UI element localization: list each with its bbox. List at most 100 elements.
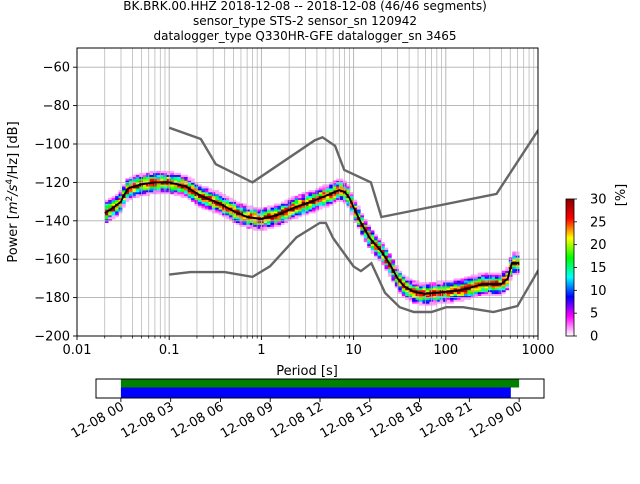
heatmap-cell: [215, 203, 220, 206]
heatmap-cell: [325, 199, 330, 202]
heatmap-cell: [132, 193, 137, 197]
heatmap-cell: [132, 174, 137, 177]
heatmap-cell: [405, 288, 409, 291]
heatmap-cell: [280, 201, 285, 204]
heatmap-cell: [477, 291, 482, 295]
heatmap-cell: [384, 261, 389, 264]
heatmap-cell: [349, 199, 354, 202]
heatmap-cell: [198, 203, 202, 206]
heatmap-cell: [325, 186, 330, 189]
heatmap-cell: [115, 211, 119, 214]
heatmap-cell: [115, 195, 119, 199]
heatmap-cell: [242, 213, 247, 216]
heatmap-cell: [177, 182, 182, 185]
heatmap-cell: [363, 224, 368, 227]
heatmap-cell: [512, 264, 517, 268]
heatmap-cell: [298, 215, 302, 218]
heatmap-cell: [218, 195, 223, 199]
heatmap-cell: [135, 176, 140, 179]
heatmap-cell: [301, 192, 306, 195]
heatmap-cell: [498, 276, 503, 279]
heatmap-cell: [381, 245, 385, 248]
heatmap-cell: [149, 172, 154, 176]
heatmap-cell: [122, 186, 126, 189]
colorbar-tick-label: 20: [590, 238, 607, 253]
heatmap-cell: [194, 188, 199, 191]
heatmap-cell: [177, 176, 182, 179]
heatmap-cell: [160, 178, 164, 181]
heatmap-cell: [422, 297, 427, 300]
heatmap-cell: [118, 192, 123, 195]
heatmap-cell: [311, 197, 316, 200]
heatmap-cell: [387, 253, 392, 256]
heatmap-cell: [356, 222, 361, 225]
heatmap-cell: [508, 261, 513, 264]
heatmap-cell: [187, 178, 192, 181]
heatmap-cell: [280, 205, 285, 208]
heatmap-cell: [484, 280, 489, 283]
heatmap-cell: [270, 222, 275, 225]
heatmap-cell: [308, 197, 313, 200]
heatmap-cell: [235, 213, 240, 216]
colorbar-tick-label: 25: [590, 215, 607, 230]
heatmap-cell: [381, 247, 385, 250]
heatmap-cell: [394, 264, 399, 268]
heatmap-cell: [263, 209, 268, 212]
heatmap-cell: [484, 278, 489, 281]
heatmap-cell: [491, 288, 496, 291]
heatmap-cell: [495, 280, 499, 283]
heatmap-cell: [360, 232, 365, 235]
heatmap-cell: [443, 301, 447, 304]
heatmap-cell: [460, 280, 465, 283]
heatmap-cell: [301, 199, 306, 202]
heatmap-cell: [412, 297, 416, 300]
heatmap-cell: [249, 209, 254, 212]
heatmap-cell: [111, 201, 116, 204]
heatmap-cell: [422, 293, 427, 296]
heatmap-cell: [156, 188, 161, 191]
heatmap-cell: [305, 211, 309, 214]
heatmap-cell: [474, 276, 479, 279]
heatmap-cell: [329, 201, 333, 204]
heatmap-cell: [149, 176, 154, 179]
heatmap-cell: [374, 245, 378, 248]
heatmap-cell: [235, 220, 240, 224]
heatmap-cell: [481, 286, 485, 289]
heatmap-cell: [294, 207, 299, 210]
heatmap-cell: [329, 197, 333, 200]
heatmap-cell: [443, 293, 447, 296]
colorbar-label: [%]: [614, 184, 629, 207]
heatmap-cell: [180, 192, 185, 195]
heatmap-cell: [235, 207, 240, 210]
heatmap-cell: [160, 186, 164, 189]
heatmap-cell: [436, 284, 441, 287]
heatmap-cell: [501, 278, 506, 281]
heatmap-cell: [201, 207, 206, 210]
heatmap-cell: [273, 203, 278, 206]
heatmap-cell: [512, 259, 517, 262]
heatmap-cell: [215, 199, 220, 202]
heatmap-cell: [391, 280, 396, 283]
heatmap-cell: [398, 278, 403, 281]
heatmap-cell: [339, 193, 344, 197]
heatmap-cell: [242, 209, 247, 212]
heatmap-cell: [142, 184, 147, 187]
heatmap-cell: [387, 259, 392, 262]
heatmap-cell: [457, 278, 461, 281]
heatmap-cell: [287, 197, 292, 200]
heatmap-cell: [242, 207, 247, 210]
heatmap-cell: [280, 220, 285, 224]
heatmap-cell: [394, 278, 399, 281]
heatmap-cell: [381, 261, 385, 264]
heatmap-cell: [170, 174, 175, 177]
heatmap-cell: [246, 209, 251, 212]
heatmap-cell: [249, 222, 254, 225]
heatmap-cell: [246, 211, 251, 214]
heatmap-cell: [315, 192, 320, 195]
y-axis-label-m: m: [6, 201, 21, 214]
heatmap-cell: [118, 203, 123, 206]
heatmap-cell: [301, 207, 306, 210]
heatmap-cell: [204, 195, 209, 199]
heatmap-cell: [253, 222, 258, 225]
colorbar-tick-label: 30: [590, 193, 607, 208]
